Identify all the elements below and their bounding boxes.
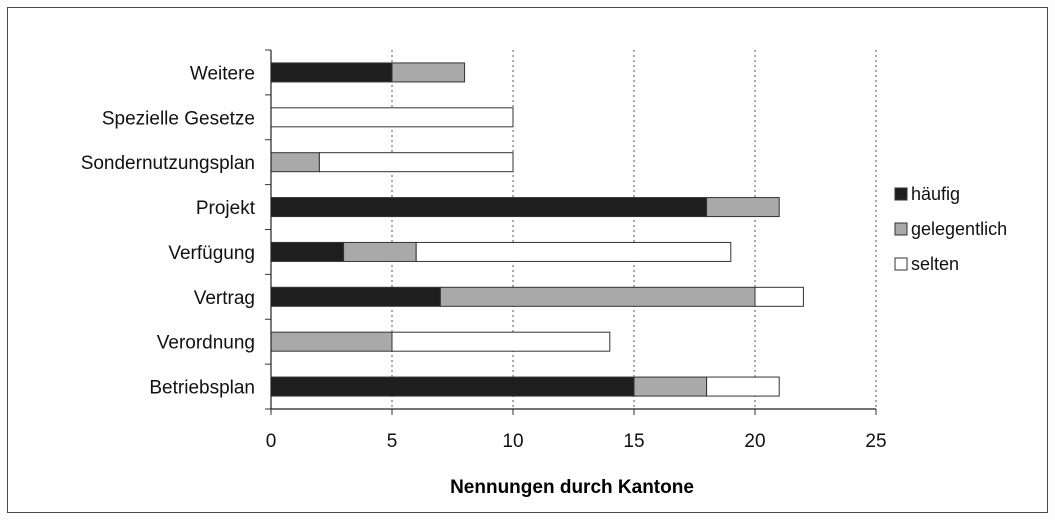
bar-spezielle-gesetze-selten [270, 107, 514, 128]
bar-betriebsplan-haufig [270, 376, 635, 397]
legend-swatch-gelegentlich [894, 222, 908, 236]
legend-label-selten: selten [911, 254, 959, 274]
axes [265, 49, 877, 415]
category-label-projekt: Projekt [196, 198, 256, 219]
bar-projekt-gelegentlich [706, 197, 780, 218]
bar-sondernutzungsplan-gelegentlich [270, 152, 320, 173]
x-axis-title: Nennungen durch Kantone [450, 477, 694, 498]
category-label-verordnung: Verordnung [157, 333, 255, 354]
x-tick-label-5: 5 [387, 431, 398, 452]
bar-verordnung-gelegentlich [270, 331, 393, 352]
category-label-betriebsplan: Betriebsplan [149, 378, 255, 399]
x-tick-labels: 0 5 10 15 20 25 [266, 431, 887, 452]
category-label-verfugung: Verfügung [168, 243, 255, 264]
legend-swatch-selten [894, 257, 908, 271]
bar-betriebsplan-selten [706, 376, 780, 397]
bar-verfugung-selten [415, 241, 732, 262]
category-label-spezielle-gesetze: Spezielle Gesetze [102, 108, 255, 129]
bar-weitere-haufig [270, 62, 393, 83]
bar-vertrag-selten [754, 286, 804, 307]
bars [270, 62, 804, 397]
legend-label-gelegentlich: gelegentlich [911, 219, 1007, 239]
gridlines [391, 50, 877, 409]
bar-vertrag-gelegentlich [439, 286, 756, 307]
x-tick-label-20: 20 [744, 431, 765, 452]
category-label-vertrag: Vertrag [194, 288, 255, 309]
bar-weitere-gelegentlich [391, 62, 466, 83]
category-label-sondernutzungsplan: Sondernutzungsplan [81, 153, 255, 174]
category-labels: Betriebsplan Verordnung Vertrag Verfügung Pr… [81, 63, 256, 398]
bar-sondernutzungsplan-selten [318, 152, 514, 173]
bar-verfugung-haufig [270, 241, 345, 262]
x-tick-label-0: 0 [266, 431, 277, 452]
bar-vertrag-haufig [270, 286, 441, 307]
bar-verfugung-gelegentlich [343, 241, 417, 262]
legend-swatch-haufig [894, 187, 908, 201]
legend-label-haufig: häufig [911, 184, 960, 204]
bar-projekt-haufig [270, 197, 708, 218]
bar-betriebsplan-gelegentlich [633, 376, 708, 397]
bar-verordnung-selten [391, 331, 611, 352]
category-label-weitere: Weitere [190, 63, 255, 84]
x-tick-label-15: 15 [623, 431, 644, 452]
x-tick-label-10: 10 [502, 431, 523, 452]
x-tick-label-25: 25 [865, 431, 886, 452]
legend: häufig gelegentlich selten [894, 184, 1007, 274]
